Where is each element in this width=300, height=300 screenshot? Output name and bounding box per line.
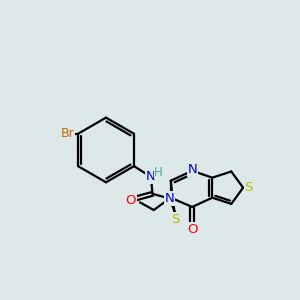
Text: Br: Br xyxy=(60,127,74,140)
Text: H: H xyxy=(154,166,163,179)
Text: S: S xyxy=(171,213,180,226)
Text: N: N xyxy=(188,164,197,176)
Text: N: N xyxy=(146,170,156,183)
Text: O: O xyxy=(126,194,136,206)
Text: O: O xyxy=(187,223,197,236)
Text: N: N xyxy=(165,192,175,205)
Text: S: S xyxy=(244,181,253,194)
